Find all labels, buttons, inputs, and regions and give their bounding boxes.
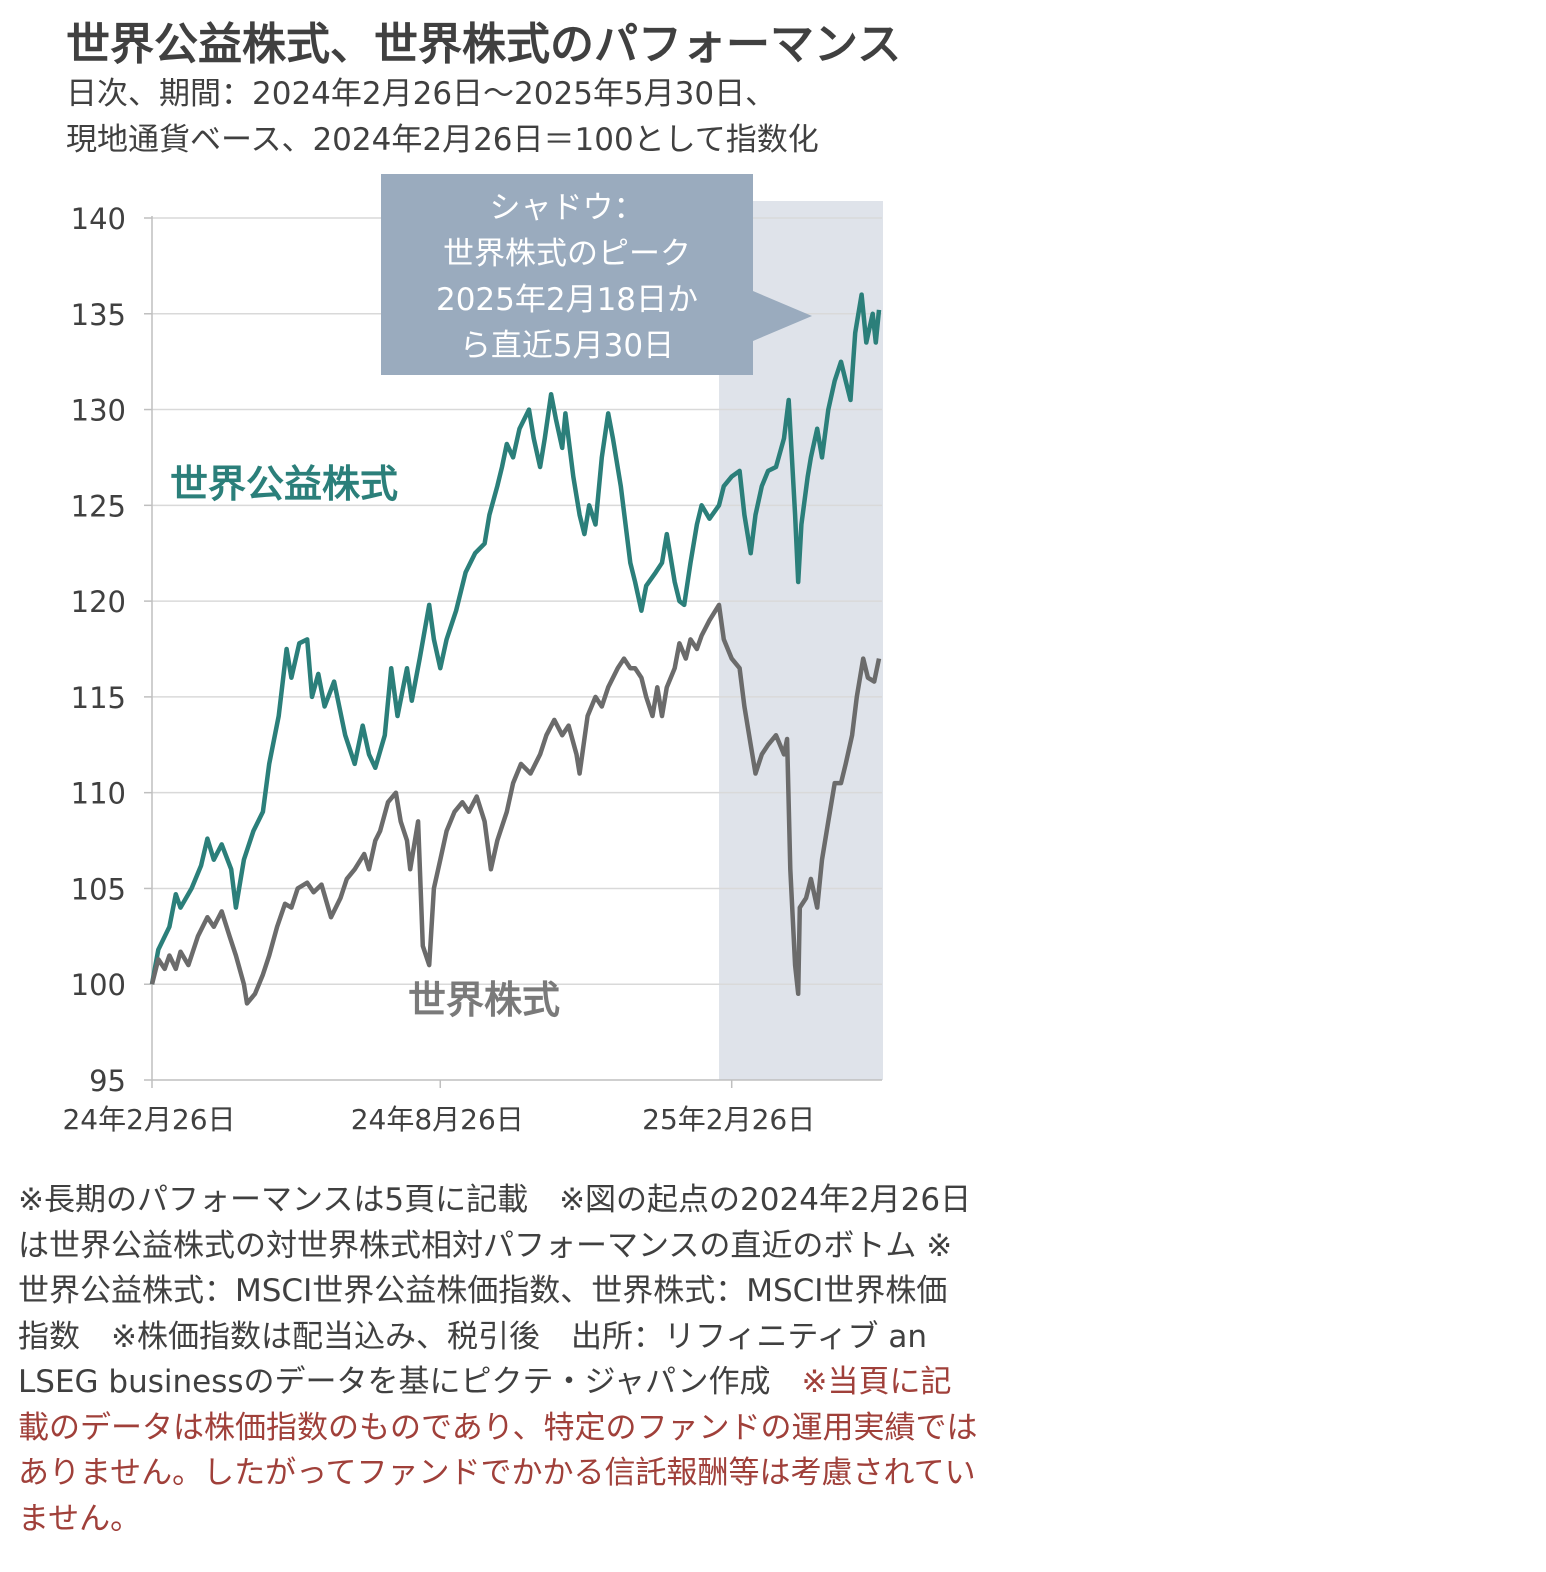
world-series-label: 世界株式 xyxy=(408,978,560,1022)
y-tick-label: 110 xyxy=(71,777,126,811)
utilities-series-label: 世界公益株式 xyxy=(170,462,398,506)
shadow-callout-line: 2025年2月18日か xyxy=(436,282,698,318)
footnotes: ※長期のパフォーマンスは5頁に記載 ※図の起点の2024年2月26日は世界公益株… xyxy=(18,1178,978,1542)
x-tick-label: 24年8月26日 xyxy=(351,1103,524,1136)
utilities-series-line xyxy=(149,292,882,985)
y-tick-label: 105 xyxy=(71,872,126,906)
world-series-line xyxy=(149,602,882,1006)
y-tick-label: 135 xyxy=(71,298,126,332)
performance-chart: 140 135 130 125 120 115 110 105 100 95 24年2月26日 24年… xyxy=(62,174,883,1136)
shadow-callout-line: ら直近5月30日 xyxy=(460,328,674,364)
y-tick-label: 115 xyxy=(71,681,126,715)
y-tick-label: 120 xyxy=(71,585,126,619)
shadow-callout-line: 世界株式のピーク xyxy=(443,236,691,272)
x-tick-label: 24年2月26日 xyxy=(62,1103,235,1136)
y-tick-label: 130 xyxy=(71,394,126,428)
chart-subtitle-line2: 現地通貨ベース、2024年2月26日＝100として指数化 xyxy=(66,122,819,158)
shadow-callout-box xyxy=(381,174,753,375)
disclaimer-text: ※当頁に記載のデータは株価指数のものであり、特定のファンドの運用実績ではありませ… xyxy=(18,1364,978,1537)
chart-subtitle-line1: 日次、期間：2024年2月26日～2025年5月30日、 xyxy=(66,76,777,112)
y-tick-label: 125 xyxy=(71,489,126,523)
y-tick-label: 140 xyxy=(71,202,126,236)
footnote-text: ※長期のパフォーマンスは5頁に記載 ※図の起点の2024年2月26日は世界公益株… xyxy=(18,1182,972,1400)
shadow-callout-line: シャドウ： xyxy=(490,190,645,226)
shadow-callout-pointer xyxy=(753,291,812,341)
x-tick-label: 25年2月26日 xyxy=(642,1103,815,1136)
y-tick-label: 95 xyxy=(89,1064,126,1098)
y-tick-label: 100 xyxy=(71,968,126,1002)
chart-title: 世界公益株式、世界株式のパフォーマンス xyxy=(66,19,902,70)
